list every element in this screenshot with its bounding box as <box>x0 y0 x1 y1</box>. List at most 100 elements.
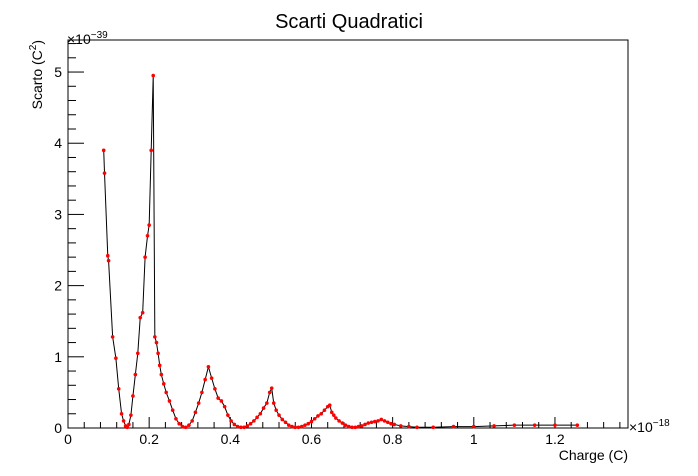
data-point <box>356 424 361 429</box>
data-point <box>269 386 274 390</box>
data-point <box>316 414 320 418</box>
data-point <box>366 421 371 425</box>
data-point <box>147 223 151 227</box>
data-point <box>347 424 351 429</box>
series-points <box>101 73 580 430</box>
data-point <box>203 377 207 382</box>
data-point <box>385 420 390 425</box>
data-point <box>343 423 348 427</box>
y-axis-label: Scarto (C2) <box>28 40 45 109</box>
data-point <box>312 416 317 421</box>
data-point <box>226 413 230 417</box>
data-point <box>235 424 240 429</box>
data-point <box>261 406 266 410</box>
data-point <box>154 340 159 345</box>
data-point <box>392 422 397 427</box>
data-point <box>145 233 150 238</box>
data-point <box>156 351 160 356</box>
data-point <box>379 417 384 422</box>
data-point <box>114 356 118 361</box>
x-tick-label: 0.2 <box>139 431 159 447</box>
data-point <box>116 387 121 391</box>
data-point <box>110 335 115 339</box>
y-exponent-base: ×10 <box>67 31 91 47</box>
data-point <box>229 419 233 423</box>
data-point <box>267 390 272 395</box>
data-point <box>369 420 374 425</box>
data-point <box>222 404 227 409</box>
data-point <box>200 390 204 395</box>
data-point <box>389 421 393 426</box>
data-point <box>303 423 307 427</box>
data-point <box>209 376 214 380</box>
data-point <box>271 401 276 405</box>
x-tick-label: 0.6 <box>302 431 322 447</box>
data-point <box>296 425 301 430</box>
y-tick-label: 5 <box>54 64 62 80</box>
data-point <box>255 415 259 420</box>
y-axis-ticks <box>68 43 84 429</box>
x-axis-exponent: ×10−18 <box>629 418 670 435</box>
data-point <box>129 413 133 417</box>
data-point <box>415 425 419 430</box>
data-point <box>252 419 256 423</box>
data-point <box>206 364 211 369</box>
y-tick-label: 0 <box>54 420 62 436</box>
data-point <box>376 419 380 423</box>
data-point <box>350 425 354 430</box>
data-point <box>151 73 156 78</box>
data-point <box>105 253 110 258</box>
data-point <box>101 148 106 153</box>
data-point <box>363 422 367 427</box>
y-axis-label-suffix: ) <box>29 40 45 45</box>
data-point <box>157 363 162 368</box>
data-point <box>135 351 140 356</box>
data-point <box>299 424 304 429</box>
data-point <box>553 423 557 427</box>
data-point <box>280 417 285 422</box>
chart-title: Scarti Quadratici <box>275 11 423 33</box>
data-point <box>277 413 281 417</box>
y-tick-label: 3 <box>54 206 62 222</box>
data-point <box>164 390 169 395</box>
data-point <box>286 423 291 427</box>
data-point <box>293 425 298 430</box>
data-point <box>331 413 336 417</box>
data-point <box>322 408 327 413</box>
data-point <box>131 394 135 398</box>
data-point <box>274 408 278 413</box>
y-axis-label-main: Scarto (C <box>29 50 45 109</box>
data-point <box>232 422 237 427</box>
data-point <box>193 410 198 415</box>
data-point <box>183 425 188 430</box>
data-point <box>451 424 456 429</box>
data-point <box>334 416 338 420</box>
x-tick-label: 0 <box>64 431 72 447</box>
y-exponent-power: −39 <box>91 30 108 41</box>
data-point <box>258 411 263 416</box>
data-point <box>159 372 164 377</box>
data-point <box>127 422 131 427</box>
data-point <box>140 310 145 315</box>
data-point <box>382 419 387 423</box>
data-point <box>133 372 138 377</box>
data-point <box>242 425 246 430</box>
data-point <box>119 411 124 416</box>
data-point <box>219 399 224 403</box>
data-point <box>143 255 147 259</box>
x-tick-label: 1 <box>470 431 478 447</box>
data-point <box>190 419 194 423</box>
x-exponent-base: ×10 <box>629 419 653 435</box>
data-point <box>471 424 476 429</box>
data-point <box>161 382 166 386</box>
data-point <box>283 420 288 425</box>
data-point <box>149 148 153 153</box>
data-point <box>265 401 269 405</box>
data-point <box>492 424 496 428</box>
y-axis-tick-labels: 0 1 2 3 4 5 <box>54 64 62 436</box>
y-axis-exponent: ×10−39 <box>67 30 108 47</box>
data-point <box>170 408 175 413</box>
data-point <box>327 403 332 408</box>
